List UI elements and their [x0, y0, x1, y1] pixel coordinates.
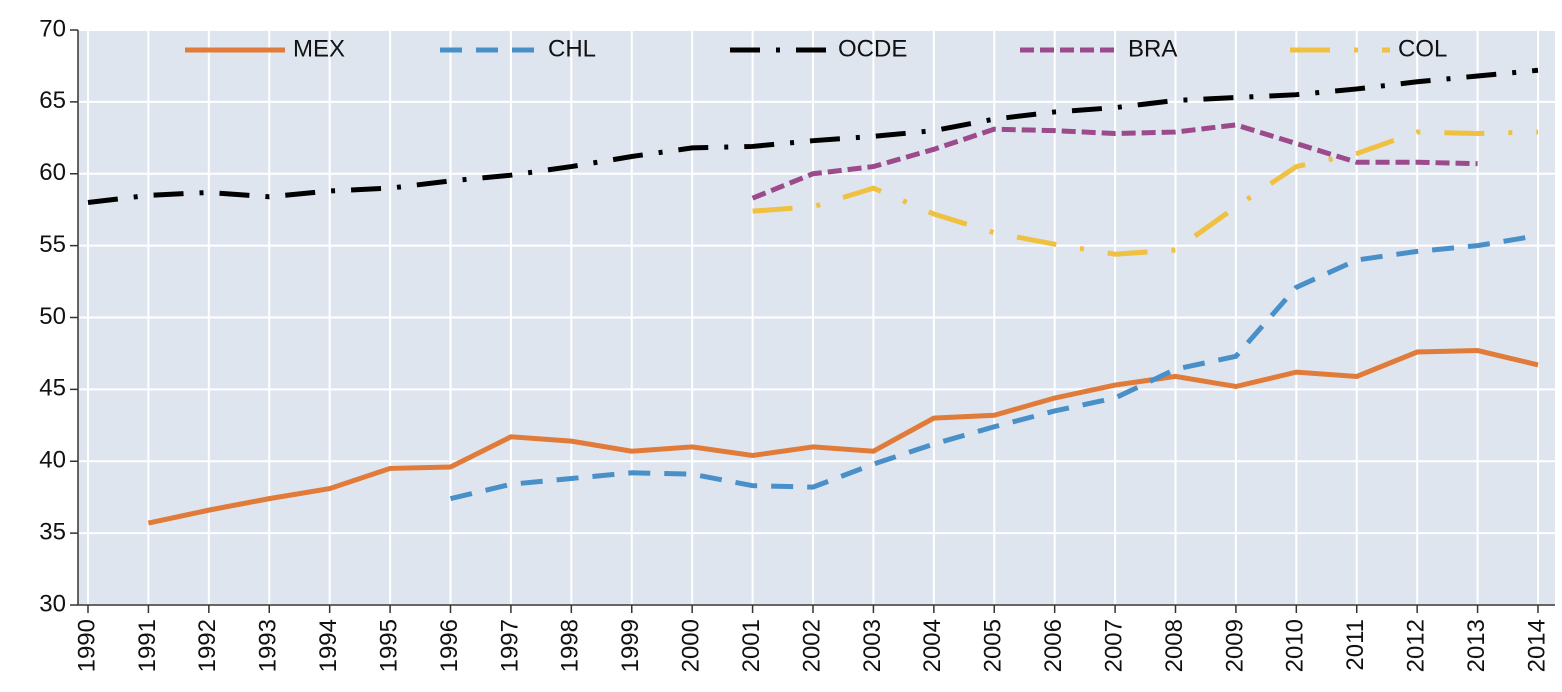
- legend-item: BRA: [1020, 35, 1177, 62]
- legend-item: MEX: [185, 35, 345, 62]
- series-line: [752, 129, 1539, 257]
- x-tick-label: 1992: [194, 619, 221, 672]
- x-tick-label: 2000: [678, 619, 705, 672]
- x-tick-label: 2013: [1463, 619, 1490, 672]
- y-tick-label: 30: [39, 590, 66, 617]
- y-tick-label: 55: [39, 231, 66, 258]
- legend-label: BRA: [1128, 35, 1177, 62]
- x-tick-label: 2004: [919, 619, 946, 672]
- y-tick-label: 40: [39, 447, 66, 474]
- series-line: [147, 348, 1539, 526]
- y-tick-label: 45: [39, 375, 66, 402]
- x-tick-label: 1997: [496, 619, 523, 672]
- x-tick-label: 2002: [798, 619, 825, 672]
- x-tick-label: 2003: [859, 619, 886, 672]
- x-tick-label: 2001: [738, 619, 765, 672]
- x-tick-label: 2006: [1040, 619, 1067, 672]
- x-tick-label: 2012: [1403, 619, 1430, 672]
- x-tick-label: 1999: [617, 619, 644, 672]
- legend-label: CHL: [548, 35, 596, 62]
- x-tick-label: 1998: [557, 619, 584, 672]
- x-tick-label: 2010: [1282, 619, 1309, 672]
- series-line: [449, 233, 1539, 502]
- legend-label: OCDE: [838, 35, 907, 62]
- series-line: [751, 122, 1478, 201]
- legend-item: COL: [1290, 35, 1447, 62]
- x-tick-label: 1996: [436, 619, 463, 672]
- x-tick-label: 1993: [255, 619, 282, 672]
- legend-label: MEX: [293, 35, 345, 62]
- x-tick-label: 1991: [134, 619, 161, 672]
- legend-label: COL: [1398, 35, 1447, 62]
- x-tick-label: 2008: [1161, 619, 1188, 672]
- y-tick-label: 70: [39, 15, 66, 42]
- x-tick-label: 2009: [1221, 619, 1248, 672]
- x-tick-label: 2014: [1523, 619, 1550, 672]
- x-tick-label: 1995: [375, 619, 402, 672]
- x-tick-label: 2005: [980, 619, 1007, 672]
- legend-item: CHL: [440, 35, 596, 62]
- y-tick-label: 50: [39, 303, 66, 330]
- legend-item: OCDE: [730, 35, 907, 62]
- y-tick-label: 60: [39, 159, 66, 186]
- y-tick-label: 65: [39, 87, 66, 114]
- x-tick-label: 2007: [1100, 619, 1127, 672]
- y-tick-label: 35: [39, 518, 66, 545]
- x-tick-label: 2011: [1342, 619, 1369, 671]
- x-tick-label: 1990: [73, 619, 100, 672]
- series-line: [87, 67, 1539, 205]
- x-tick-label: 1994: [315, 619, 342, 672]
